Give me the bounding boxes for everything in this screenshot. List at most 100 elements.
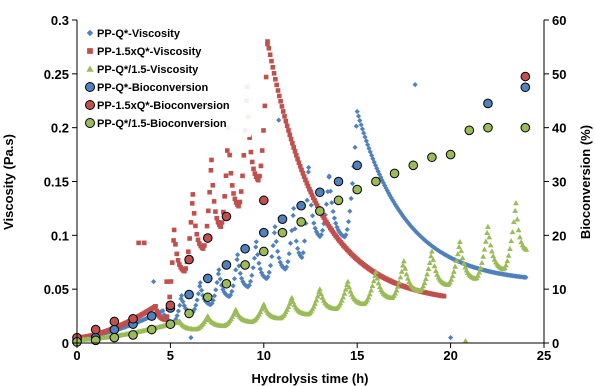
data-point — [230, 283, 236, 289]
data-point — [334, 224, 340, 230]
data-point — [197, 280, 203, 286]
data-point — [478, 259, 485, 265]
data-point — [275, 248, 281, 254]
data-point — [344, 226, 350, 233]
data-point — [136, 240, 141, 246]
data-point — [160, 308, 166, 314]
legend: PP-Q*-Viscosity PP-1.5xQ*-Viscosity PP-Q… — [83, 24, 251, 137]
data-point — [482, 238, 489, 244]
data-point — [421, 279, 428, 286]
legend-label-pp-1-5xq-bioconversion: PP-1.5xQ*-Bioconversion — [97, 100, 230, 112]
data-point — [267, 52, 273, 58]
data-point — [265, 41, 270, 47]
data-point — [346, 284, 353, 290]
data-point — [370, 156, 376, 162]
legend-box — [83, 24, 251, 137]
data-point — [202, 243, 207, 248]
data-point — [425, 265, 432, 271]
y2-tick-label: 0 — [552, 336, 559, 351]
data-point — [331, 215, 338, 221]
data-point — [358, 122, 364, 128]
data-point — [259, 246, 269, 257]
data-point — [297, 164, 303, 169]
data-point — [456, 243, 462, 249]
tick-labels: 0 5 10 15 20 2500.050.10.150.20.250.301020304… — [44, 13, 567, 363]
data-point — [253, 239, 259, 245]
data-point — [452, 263, 459, 269]
data-point — [393, 287, 400, 293]
data-point — [169, 260, 175, 265]
data-point — [235, 252, 241, 258]
data-point — [240, 173, 245, 179]
data-point — [233, 200, 239, 205]
data-point — [432, 267, 439, 274]
data-point — [343, 232, 349, 238]
data-point — [488, 248, 495, 254]
data-point — [301, 174, 307, 179]
data-point — [248, 149, 254, 155]
data-point — [193, 223, 198, 229]
data-point — [174, 251, 180, 257]
data-point — [372, 272, 378, 278]
data-point — [454, 251, 461, 257]
data-point — [412, 82, 418, 88]
data-point — [401, 215, 407, 221]
data-point — [128, 313, 138, 324]
data-point — [315, 187, 325, 198]
data-point — [245, 284, 251, 290]
data-point — [369, 283, 376, 289]
data-point — [300, 171, 306, 176]
data-point — [288, 294, 295, 300]
data-point — [481, 246, 488, 252]
data-point — [295, 156, 300, 162]
data-point — [220, 286, 226, 293]
data-point — [266, 269, 272, 275]
data-point — [355, 113, 362, 119]
data-point — [255, 252, 261, 258]
data-point — [308, 202, 314, 208]
x-tick-label: 25 — [537, 348, 551, 363]
data-point — [177, 302, 183, 308]
data-point — [312, 300, 318, 306]
data-point — [255, 177, 261, 183]
data-point — [265, 39, 270, 44]
data-point — [483, 122, 493, 133]
data-point — [445, 149, 456, 160]
data-point — [365, 142, 371, 148]
data-point — [319, 227, 326, 233]
data-point — [173, 242, 178, 247]
legend-label-pp-q-viscosity: PP-Q*-Viscosity — [97, 28, 181, 40]
data-point — [326, 173, 332, 179]
data-point — [361, 130, 367, 136]
data-point — [262, 103, 268, 109]
data-point — [401, 258, 407, 264]
data-point — [214, 215, 220, 221]
data-point — [217, 276, 223, 282]
data-point — [188, 335, 194, 341]
x-tick-label: 15 — [350, 348, 364, 363]
data-point — [368, 287, 375, 293]
data-point — [258, 306, 265, 312]
data-point — [308, 189, 313, 195]
data-point — [513, 200, 519, 206]
data-point — [209, 300, 215, 307]
data-point — [284, 306, 290, 312]
data-point — [315, 231, 321, 237]
data-point — [219, 220, 225, 225]
data-point — [283, 118, 289, 124]
data-point — [450, 268, 457, 274]
data-point — [273, 76, 278, 82]
data-point — [182, 268, 187, 274]
data-point — [180, 299, 186, 305]
data-point — [286, 128, 291, 133]
x-tick-label: 0 — [73, 348, 80, 363]
data-point — [458, 248, 465, 254]
axes — [72, 19, 549, 348]
data-point — [507, 245, 513, 252]
data-point — [218, 282, 225, 288]
data-point — [284, 123, 290, 129]
data-point — [228, 170, 234, 176]
data-point — [190, 192, 196, 197]
data-point — [448, 335, 454, 341]
data-point — [246, 282, 252, 288]
